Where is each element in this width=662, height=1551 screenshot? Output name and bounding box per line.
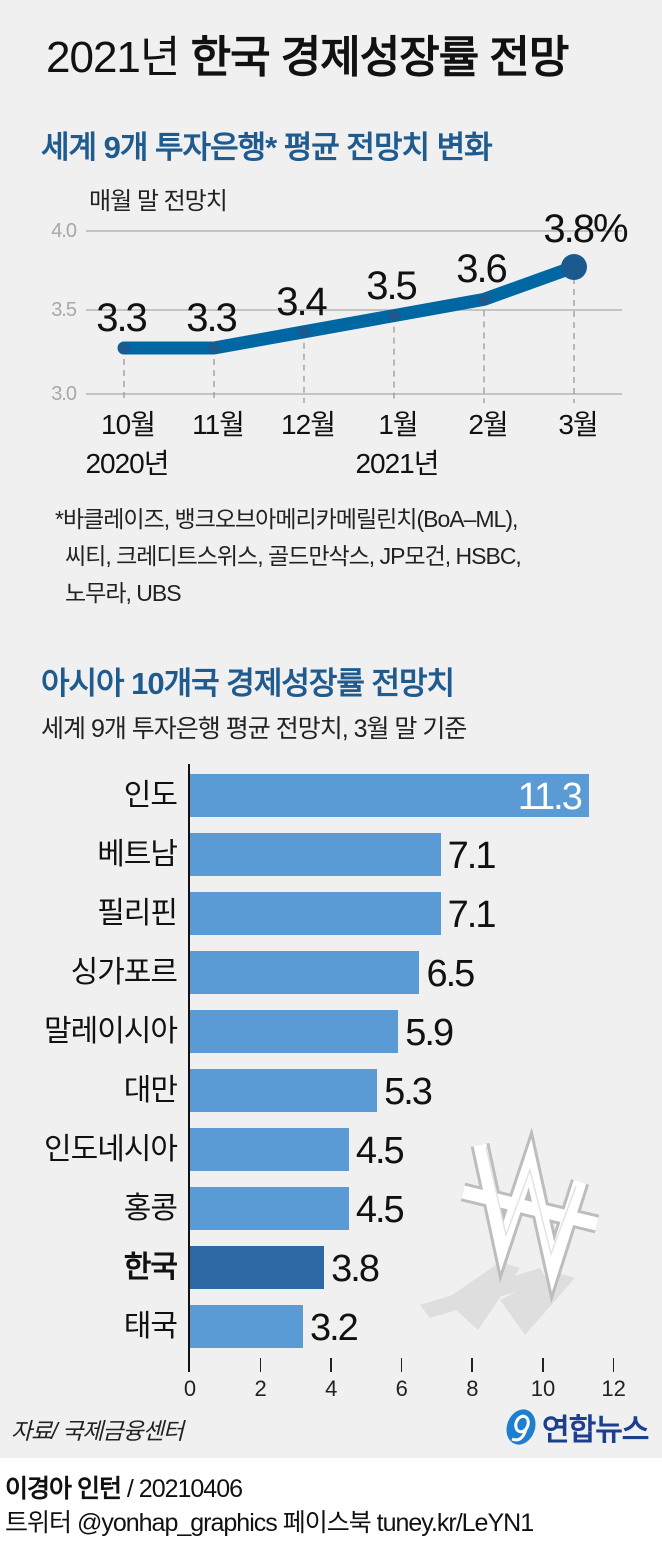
x-axis-tick-label: 12 [601,1376,626,1401]
bar-category-label: 말레이시아 [44,1015,178,1048]
line-series [117,260,581,355]
yonhap-logo-text: 연합뉴스 [542,1414,649,1447]
bar-value-label: 11.3 [517,776,583,818]
x-axis-tick [471,1358,473,1372]
bar-category-label: 싱가포르 [70,956,178,989]
line-chart-title: 세계 9개 투자은행* 평균 전망치 변화 [41,130,493,165]
page-title-main: 한국 경제성장률 전망 [190,33,570,82]
x-axis-tick [400,1358,403,1372]
x-axis-tick-label: 8 [466,1376,479,1401]
bar-category-label: 인도네시아 [44,1133,178,1166]
x-axis-tick-label: 4 [325,1376,338,1401]
bar [190,1010,399,1053]
bar [190,1305,303,1348]
bar-chart-title: 아시아 10개국 경제성장률 전망치 [41,666,455,701]
ytick-label: 3.0 [51,383,77,405]
bar [190,1069,378,1112]
bar-value-label: 5.3 [384,1071,433,1113]
credit-line: 이경아 인턴 / 20210406 [5,1475,243,1503]
data-value-label: 3.4 [276,279,328,324]
social-credit: 트위터 @yonhap_graphics 페이스북 tuney.kr/LeYN1 [5,1509,534,1537]
bar-value-label: 5.9 [405,1012,454,1054]
footnote-line: 씨티, 크레디트스위스, 골드만삭스, JP모건, HSBC, [65,543,522,569]
bar-category-label: 필리핀 [97,897,178,930]
x-axis-tick [259,1358,262,1372]
bar-value-label: 3.8 [331,1248,380,1290]
bar-category-label: 베트남 [97,838,178,871]
bar [190,1128,349,1171]
x-axis-tick [542,1358,544,1372]
ytick-label: 4.0 [51,220,77,242]
bar-value-label: 6.5 [426,953,475,995]
source-text: 자료/ 국제금융센터 [11,1418,184,1444]
yonhap-logo: 연합뉴스 [504,1407,649,1447]
bar-category-label: 대만 [123,1074,178,1107]
x-axis-tick-label: 0 [183,1376,197,1401]
data-value-label: 3.3 [186,296,238,340]
data-point [208,342,220,354]
data-point [561,254,587,280]
bar-category-label: 인도 [123,779,178,812]
footnote-line: 노무라, UBS [65,580,182,606]
publish-date: / 20210406 [120,1475,243,1503]
x-axis-year-label: 2020년 [85,448,169,479]
data-point [388,309,400,322]
author-name: 이경아 인턴 [5,1475,122,1503]
bar [190,774,589,817]
bar-chart-subtitle: 세계 9개 투자은행 평균 전망치, 3월 말 기준 [41,715,467,743]
data-point [118,342,130,354]
page-title-year: 2021년 [46,33,180,82]
bar [190,892,441,935]
bar-value-label: 7.1 [447,835,497,877]
bar [190,833,441,876]
bar-value-label: 3.2 [309,1307,359,1349]
data-value-label: 3.3 [96,296,148,340]
yonhap-logo-icon [506,1409,536,1445]
x-axis-year-label: 2021년 [355,448,439,479]
bar-highlight [190,1246,325,1289]
data-point [478,293,490,306]
x-axis-tick-label: 6 [395,1376,408,1401]
x-axis-month-label: 11월 [192,409,245,440]
data-value-label: 3.5 [366,263,418,308]
data-value-label: 3.6 [456,247,508,292]
page-title: 2021년 한국 경제성장률 전망 [46,33,570,82]
x-axis-tick [612,1358,615,1372]
bar-category-label: 홍콩 [123,1192,178,1225]
x-axis-month-label: 12월 [281,409,336,440]
bar [190,951,420,994]
data-point [298,325,310,338]
bar-value-label: 4.5 [355,1189,405,1231]
bar-value-label: 7.1 [447,894,497,936]
line-chart-unit-label: 매월 말 전망치 [89,188,228,215]
bar-chart-axis [188,764,190,1372]
bar-category-label: 태국 [123,1310,178,1343]
bar-value-label: 4.5 [355,1130,405,1172]
bar-category-label: 한국 [123,1251,178,1284]
x-axis-tick-label: 10 [530,1376,556,1401]
x-axis-month-label: 3월 [558,409,598,440]
x-axis-month-label: 1월 [378,409,418,440]
ytick-label: 3.5 [51,299,77,321]
x-axis-month-label: 2월 [468,409,508,440]
footnote-line: *바클레이즈, 뱅크오브아메리카메릴린치(BoA–ML), [55,506,518,532]
x-axis-tick [330,1358,332,1372]
x-axis-month-label: 10월 [101,409,156,440]
bar [190,1187,349,1230]
data-value-label: 3.8% [543,207,628,251]
line-chart [86,230,622,403]
x-axis-tick-label: 2 [254,1376,267,1401]
